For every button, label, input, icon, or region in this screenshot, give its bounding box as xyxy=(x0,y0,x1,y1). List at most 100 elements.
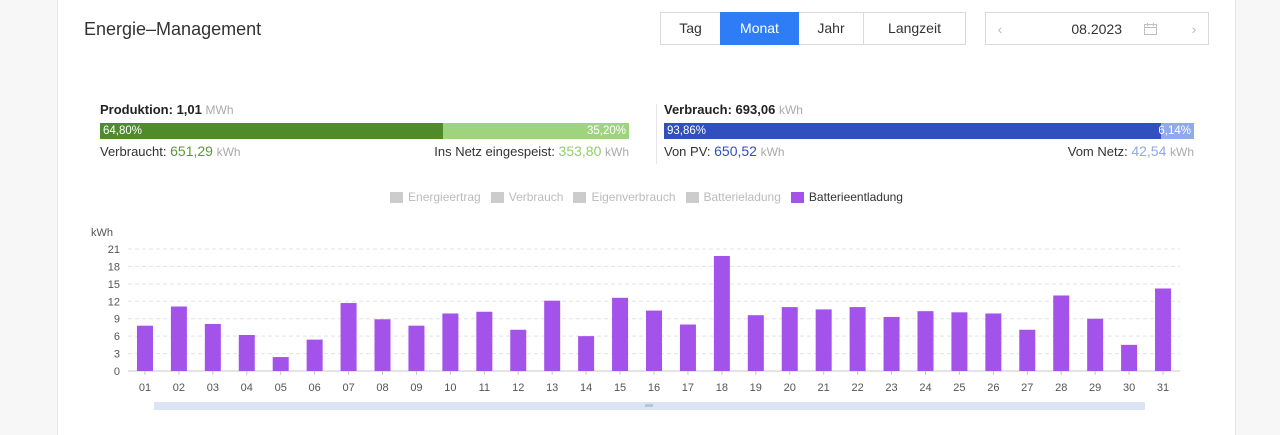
legend-label: Batterieladung xyxy=(703,190,781,204)
x-tick-label: 17 xyxy=(682,382,694,394)
x-tick-label: 21 xyxy=(818,382,830,394)
y-tick-label: 3 xyxy=(114,349,120,361)
bar-16 xyxy=(646,310,662,371)
legend-swatch xyxy=(790,191,804,203)
bar-03 xyxy=(204,323,221,371)
consumption-pv-unit: kWh xyxy=(760,145,785,159)
x-tick-label: 16 xyxy=(648,382,660,394)
x-tick-label: 18 xyxy=(716,382,728,394)
x-tick-label: 29 xyxy=(1089,382,1101,394)
x-tick-label: 19 xyxy=(750,382,762,394)
legend-item-verbrauch[interactable]: Verbrauch xyxy=(490,190,564,204)
production-fed-in-segment: 35,20% xyxy=(442,123,629,139)
consumption-pv-value: 650,52 xyxy=(714,143,757,159)
legend-item-eigenverbrauch[interactable]: Eigenverbrauch xyxy=(573,190,676,204)
production-bar: 64,80% 35,20% xyxy=(100,123,629,139)
legend-swatch xyxy=(390,191,404,203)
bar-15 xyxy=(612,297,629,371)
chart-legend: Energieertrag Verbrauch Eigenverbrauch B… xyxy=(58,190,1235,204)
x-tick-label: 05 xyxy=(275,382,287,394)
bar-12 xyxy=(510,329,527,371)
x-tick-label: 24 xyxy=(919,382,931,394)
calendar-icon[interactable] xyxy=(1140,22,1160,36)
legend-label: Batterieentladung xyxy=(808,190,903,204)
legend-label: Energieertrag xyxy=(408,190,481,204)
bar-31 xyxy=(1155,288,1172,371)
consumption-bar: 93,86% 6,14% xyxy=(664,123,1194,139)
bar-29 xyxy=(1087,318,1104,371)
x-tick-label: 28 xyxy=(1055,382,1067,394)
bar-20 xyxy=(781,307,798,371)
x-tick-label: 14 xyxy=(580,382,592,394)
bar-05 xyxy=(272,357,289,371)
production-label: Produktion: xyxy=(100,102,173,117)
consumption-summary: Verbrauch: 693,06 kWh 93,86% 6,14% Von P… xyxy=(664,101,1194,160)
production-consumed-label: Verbraucht: xyxy=(100,144,167,159)
summary-divider xyxy=(656,104,657,164)
bar-19 xyxy=(747,315,764,371)
legend-item-energieertrag[interactable]: Energieertrag xyxy=(390,190,481,204)
chevron-left-icon[interactable]: ‹ xyxy=(997,20,1003,37)
consumption-grid: Vom Netz: 42,54 kWh xyxy=(1068,142,1194,160)
chevron-right-icon[interactable]: › xyxy=(1191,20,1197,37)
x-tick-label: 12 xyxy=(512,382,524,394)
production-fed-label: Ins Netz eingespeist: xyxy=(434,144,555,159)
production-fed-unit: kWh xyxy=(605,145,629,159)
period-jahr-button[interactable]: Jahr xyxy=(798,12,864,45)
bar-23 xyxy=(883,316,900,371)
legend-item-batterieladung[interactable]: Batterieladung xyxy=(685,190,781,204)
date-value[interactable]: 08.2023 xyxy=(1071,20,1122,37)
bar-22 xyxy=(849,307,866,371)
consumption-pv-label: Von PV: xyxy=(664,144,711,159)
y-tick-label: 0 xyxy=(114,366,120,378)
production-self-consumed-segment: 64,80% xyxy=(100,123,443,139)
zoom-slider-handle[interactable] xyxy=(645,404,653,407)
production-value: 1,01 xyxy=(176,102,202,117)
period-tag-button[interactable]: Tag xyxy=(660,12,721,45)
production-consumed-value: 651,29 xyxy=(170,143,213,159)
bar-30 xyxy=(1121,344,1138,371)
legend-swatch xyxy=(573,191,587,203)
x-tick-label: 10 xyxy=(444,382,456,394)
x-tick-label: 26 xyxy=(987,382,999,394)
period-langzeit-button[interactable]: Langzeit xyxy=(863,12,966,45)
consumption-grid-value: 42,54 xyxy=(1131,143,1167,159)
y-axis-label: kWh xyxy=(91,227,113,239)
production-fed-value: 353,80 xyxy=(558,143,602,159)
consumption-value: 693,06 xyxy=(735,102,776,117)
date-picker[interactable]: ‹ 08.2023 › xyxy=(985,12,1209,45)
bar-14 xyxy=(578,336,595,371)
bar-11 xyxy=(476,311,493,371)
x-tick-label: 25 xyxy=(953,382,965,394)
x-tick-label: 30 xyxy=(1123,382,1135,394)
page-title: Energie–Management xyxy=(84,19,262,39)
bar-07 xyxy=(340,303,357,371)
x-tick-label: 02 xyxy=(173,382,185,394)
x-tick-label: 31 xyxy=(1157,382,1169,394)
x-tick-label: 23 xyxy=(885,382,897,394)
period-selector: Tag Monat Jahr Langzeit xyxy=(660,12,966,45)
y-tick-label: 6 xyxy=(114,331,120,343)
x-tick-label: 11 xyxy=(479,382,490,394)
production-heading: Produktion: 1,01 MWh xyxy=(100,101,629,119)
legend-swatch xyxy=(685,191,699,203)
x-tick-label: 20 xyxy=(784,382,796,394)
bar-02 xyxy=(170,306,187,371)
consumption-label: Verbrauch: xyxy=(664,102,732,117)
legend-item-batterieentladung[interactable]: Batterieentladung xyxy=(790,190,903,204)
x-tick-label: 08 xyxy=(376,382,388,394)
consumption-grid-unit: kWh xyxy=(1170,145,1194,159)
legend-label: Verbrauch xyxy=(508,190,564,204)
production-fed: Ins Netz eingespeist: 353,80 kWh xyxy=(434,142,629,160)
period-monat-button[interactable]: Monat xyxy=(720,12,799,45)
production-consumed: Verbraucht: 651,29 kWh xyxy=(100,142,241,160)
bar-27 xyxy=(1019,329,1036,371)
bar-28 xyxy=(1053,295,1070,371)
y-tick-label: 9 xyxy=(114,314,120,326)
y-tick-label: 15 xyxy=(108,279,120,291)
x-tick-label: 22 xyxy=(851,382,863,394)
bar-08 xyxy=(374,319,391,371)
x-tick-label: 15 xyxy=(614,382,626,394)
x-tick-label: 01 xyxy=(139,382,151,394)
